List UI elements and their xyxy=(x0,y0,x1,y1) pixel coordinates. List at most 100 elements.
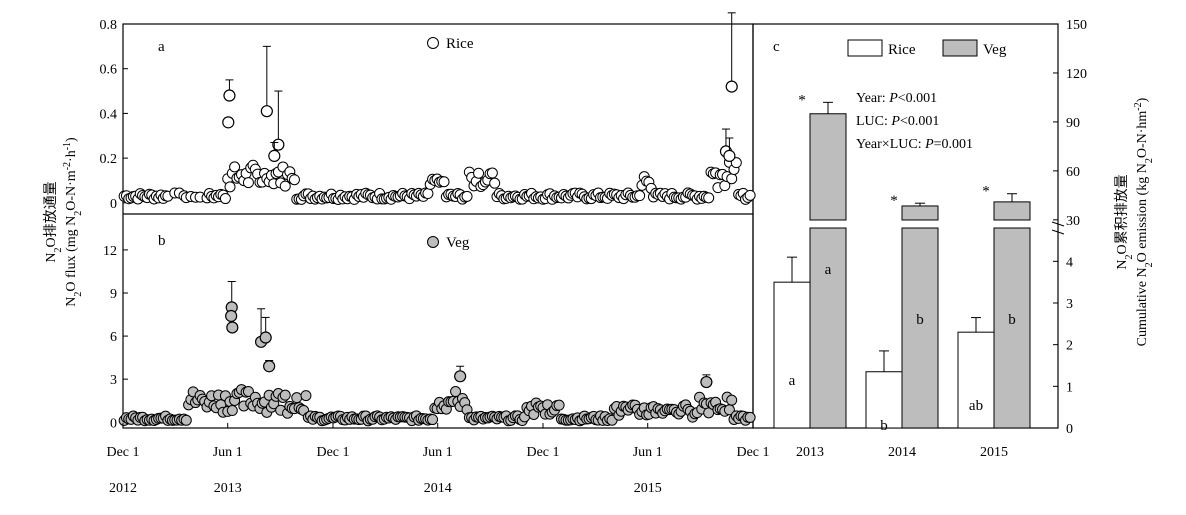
veg-flux-point xyxy=(300,390,312,402)
rice-bar-letter: b xyxy=(880,418,888,434)
rice-flux-point xyxy=(486,167,498,179)
axis-break-mark xyxy=(1051,221,1065,227)
right-tick-label-upper: 150 xyxy=(1066,18,1087,33)
stats-line: Year×LUC: P=0.001 xyxy=(856,137,973,152)
x-tick-label: Jun 1 xyxy=(423,445,453,460)
stats-line: Year: P<0.001 xyxy=(856,91,937,106)
rice-flux-point xyxy=(461,190,473,202)
x-tick-label: Dec 1 xyxy=(316,445,349,460)
veg-bar-lower xyxy=(993,227,1031,429)
rice-flux-peak xyxy=(222,116,235,129)
x-tick-label: Dec 1 xyxy=(736,445,769,460)
rice-flux-point xyxy=(634,190,646,202)
y-tick-label-b: 12 xyxy=(103,244,117,259)
year-label: 2013 xyxy=(214,481,242,496)
veg-bar-lower xyxy=(809,227,847,429)
right-tick-label-lower: 0 xyxy=(1066,422,1073,437)
right-axis-title-en: Cumulative N2O emission (kg N2O-N·hm-2) xyxy=(1133,97,1155,346)
right-tick-label-lower: 3 xyxy=(1066,297,1073,312)
legend-marker-rice xyxy=(427,37,439,49)
rice-flux-point xyxy=(730,157,742,169)
rice-flux-point xyxy=(219,193,231,205)
veg-bar-lower xyxy=(901,227,939,429)
rice-flux-peak xyxy=(260,105,273,118)
rice-flux-point xyxy=(473,167,485,179)
y-tick-label-a: 0.6 xyxy=(100,63,118,78)
veg-bar-letter: b xyxy=(1008,312,1016,328)
rice-flux-point xyxy=(224,181,236,193)
veg-flux-point xyxy=(553,399,565,411)
right-tick-label-upper: 30 xyxy=(1066,214,1080,229)
stats-line: LUC: P<0.001 xyxy=(856,114,939,129)
panel-c-cumulative-emission: c Rice Veg Year: P<0.001 LUC: P<0.001 Year×LU… xyxy=(773,18,1087,460)
category-label: 2015 xyxy=(980,445,1008,460)
y-tick-label-b: 3 xyxy=(110,373,117,388)
left-axis-title-en: N2O flux (mg N2O-N·m-2·h-1) xyxy=(62,137,84,307)
rice-flux-point xyxy=(703,192,715,204)
veg-flux-point xyxy=(427,414,439,426)
veg-bar-upper xyxy=(901,205,939,221)
category-label: 2014 xyxy=(888,445,916,460)
y-tick-label-a: 0 xyxy=(110,197,117,212)
veg-flux-peak xyxy=(226,321,239,334)
veg-flux-peak xyxy=(700,375,713,389)
veg-flux-peak xyxy=(454,370,467,383)
rice-flux-peak xyxy=(268,149,281,162)
rice-flux-point xyxy=(242,177,254,189)
y-tick-label-a: 0.2 xyxy=(100,152,118,167)
legend-label-rice: Rice xyxy=(446,36,474,52)
significance-star: * xyxy=(890,193,898,209)
panel-a-rice-flux: 0.8 0.6 0.4 0.2 0 a Rice xyxy=(100,12,756,212)
x-tick-label: Jun 1 xyxy=(633,445,663,460)
veg-flux-point xyxy=(726,394,738,406)
rice-flux-point xyxy=(438,176,450,188)
significance-star: * xyxy=(798,92,806,108)
veg-flux-point xyxy=(180,414,192,426)
year-label: 2014 xyxy=(424,481,452,496)
rice-flux-peak xyxy=(223,89,236,102)
legend-label-rice-bar: Rice xyxy=(888,42,916,58)
veg-bar-upper xyxy=(809,113,847,221)
rice-flux-point xyxy=(288,174,300,186)
x-tick-label: Jun 1 xyxy=(213,445,243,460)
veg-flux-point xyxy=(291,392,303,404)
veg-flux-peak xyxy=(259,331,272,344)
right-tick-label-lower: 1 xyxy=(1066,380,1073,395)
veg-flux-peak xyxy=(263,360,276,373)
veg-flux-point xyxy=(226,405,238,417)
rice-flux-peak xyxy=(272,138,285,151)
y-tick-label-b: 0 xyxy=(110,416,117,431)
veg-bar-letter: a xyxy=(825,262,832,278)
category-label: 2013 xyxy=(796,445,824,460)
right-tick-label-upper: 60 xyxy=(1066,165,1080,180)
panel-letter-c: c xyxy=(773,39,780,55)
left-axis-title-cn: N2O排放通量 xyxy=(43,181,64,262)
significance-star: * xyxy=(982,184,990,200)
rice-bar-letter: a xyxy=(789,373,796,389)
rice-flux-peak xyxy=(725,80,738,93)
rice-flux-point xyxy=(229,161,241,173)
right-tick-label-upper: 120 xyxy=(1066,67,1087,82)
veg-bar-upper xyxy=(993,201,1031,221)
veg-flux-point xyxy=(744,411,756,423)
right-axis-title-cn: N2O累积排放量 xyxy=(1114,174,1135,269)
legend-swatch-veg xyxy=(942,39,978,57)
right-tick-label-lower: 2 xyxy=(1066,339,1073,354)
x-tick-label: Dec 1 xyxy=(526,445,559,460)
veg-flux-peak xyxy=(225,309,238,323)
veg-flux-point xyxy=(450,386,462,398)
rice-flux-peak xyxy=(723,149,736,162)
y-tick-label-b: 6 xyxy=(110,330,117,345)
y-tick-label-b: 9 xyxy=(110,287,117,302)
legend-label-veg: Veg xyxy=(446,235,470,251)
rice-flux-point xyxy=(726,173,738,185)
veg-flux-point xyxy=(279,389,291,401)
legend-swatch-rice xyxy=(847,39,883,57)
rice-bar-letter: ab xyxy=(969,398,983,414)
year-label: 2012 xyxy=(109,481,137,496)
rice-bar xyxy=(773,281,811,429)
right-tick-label-upper: 90 xyxy=(1066,116,1080,131)
right-tick-label-lower: 4 xyxy=(1066,255,1073,270)
veg-bar-letter: b xyxy=(916,312,924,328)
